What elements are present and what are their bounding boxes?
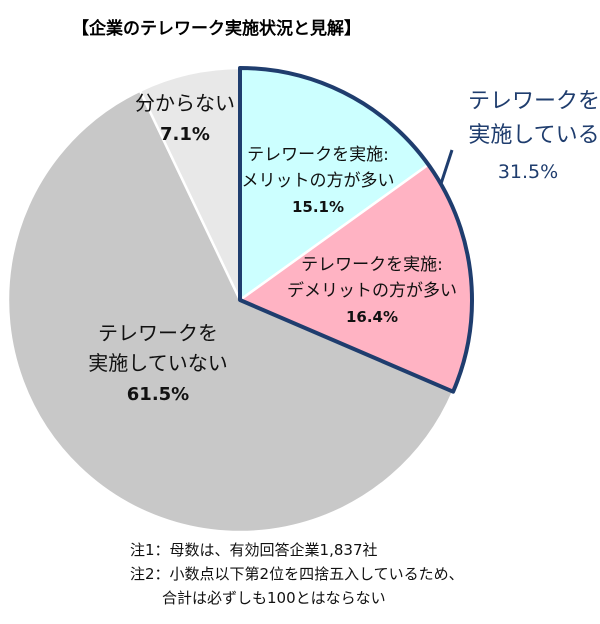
- slice-unknown: [138, 66, 242, 301]
- group-label-value: 31.5%: [498, 161, 558, 183]
- footnote-2: 注2：小数点以下第2位を四捨五入しているため、: [130, 565, 464, 583]
- pie-slices: [6, 66, 474, 534]
- slice-demerit-label: テレワークを実施:: [301, 255, 443, 275]
- group-label-line: テレワークを: [468, 89, 600, 114]
- slice-demerit-value: 16.4%: [346, 308, 398, 326]
- slice-demerit-label: デメリットの方が多い: [287, 280, 457, 301]
- implemented-group-outline: [238, 66, 474, 394]
- chart-title: 【企業のテレワーク実施状況と見解】: [72, 19, 361, 39]
- footnote-1: 注1：母数は、有効回答企業1,837社: [130, 541, 378, 559]
- slice-not-implemented: [6, 89, 455, 534]
- slice-unknown-label: 分からない: [135, 91, 235, 115]
- slice-not-implemented-label: 実施していない: [88, 351, 227, 375]
- slice-unknown-value: 7.1%: [160, 124, 210, 145]
- slice-merit-value: 15.1%: [292, 198, 344, 216]
- slice-merit-label: テレワークを実施:: [247, 145, 389, 165]
- group-label-line: 実施している: [468, 123, 599, 148]
- slice-not-implemented-value: 61.5%: [127, 384, 189, 405]
- slice-labels: テレワークを実施: メリットの方が多い 15.1% テレワークを実施: デメリットの方が…: [88, 91, 457, 405]
- footnote-3: 合計は必ずしも100とはならない: [162, 589, 386, 607]
- slice-merit-label: メリットの方が多い: [242, 171, 395, 191]
- slice-not-implemented-label: テレワークを: [98, 321, 218, 345]
- group-callout-line: [439, 149, 454, 185]
